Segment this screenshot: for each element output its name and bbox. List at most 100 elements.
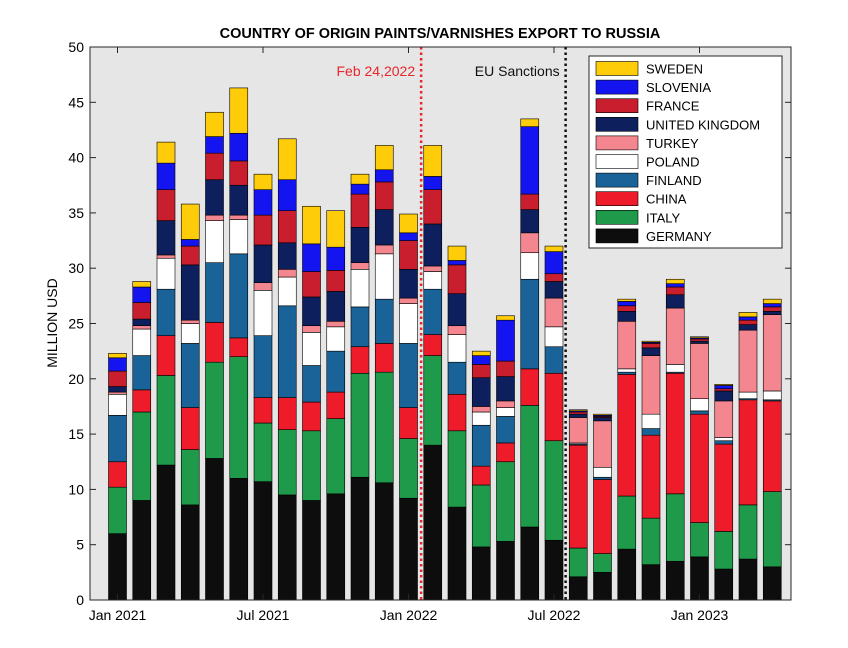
bar-segment-slovenia-2022-01 bbox=[399, 232, 418, 241]
bar-segment-united-kingdom-2021-03 bbox=[156, 220, 176, 256]
bar-segment-finland-2021-12 bbox=[374, 298, 394, 344]
bar-segment-germany-2022-03 bbox=[447, 506, 467, 601]
bar-segment-france-2021-01 bbox=[108, 370, 127, 387]
bar-segment-france-2022-05 bbox=[496, 360, 515, 377]
bar-segment-united-kingdom-2022-09 bbox=[593, 417, 612, 422]
legend: SWEDEN SLOVENIA FRANCE UNITED KINGDOM TURKEY… bbox=[588, 55, 783, 249]
bar-segment-turkey-2022-01 bbox=[399, 297, 418, 304]
bar-segment-poland-2023-01 bbox=[690, 398, 709, 412]
bar-segment-united-kingdom-2021-11 bbox=[350, 226, 370, 263]
bar-segment-poland-2022-12 bbox=[665, 364, 685, 373]
bar-segment-turkey-2021-04 bbox=[180, 319, 200, 324]
bar-segment-poland-2021-02 bbox=[132, 328, 152, 356]
bar-segment-china-2022-01 bbox=[399, 407, 418, 439]
bar-segment-united-kingdom-2023-01 bbox=[690, 340, 709, 344]
bar-segment-turkey-2021-07 bbox=[253, 282, 273, 291]
bar-segment-turkey-2021-06 bbox=[229, 214, 249, 220]
bar-segment-italy-2023-04 bbox=[762, 491, 782, 568]
bar-segment-sweden-2021-03 bbox=[156, 141, 176, 164]
bar-segment-france-2022-07 bbox=[544, 273, 564, 282]
legend-label-china: CHINA bbox=[646, 192, 687, 207]
legend-label-slovenia: SLOVENIA bbox=[646, 80, 711, 95]
bar-segment-france-2021-07 bbox=[253, 214, 273, 246]
bar-segment-poland-2022-09 bbox=[593, 466, 612, 478]
bar-segment-china-2021-12 bbox=[374, 343, 394, 373]
y-tick-label: 35 bbox=[68, 205, 84, 221]
bar-segment-italy-2022-05 bbox=[496, 461, 515, 542]
bar-segment-italy-2021-05 bbox=[205, 361, 224, 459]
bar-segment-germany-2023-03 bbox=[738, 558, 758, 601]
bar-segment-china-2021-10 bbox=[326, 391, 346, 419]
bar-segment-germany-2021-09 bbox=[302, 500, 321, 601]
bar-segment-turkey-2021-08 bbox=[277, 269, 297, 278]
bar-segment-finland-2021-06 bbox=[229, 253, 249, 339]
bar-segment-finland-2021-10 bbox=[326, 350, 346, 393]
bar-segment-italy-2021-11 bbox=[350, 372, 370, 478]
legend-swatch-slovenia bbox=[595, 79, 639, 95]
bar-segment-poland-2021-10 bbox=[326, 326, 346, 352]
bar-segment-germany-2021-04 bbox=[180, 504, 200, 601]
bar-segment-france-2022-01 bbox=[399, 240, 418, 270]
bar-segment-united-kingdom-2021-12 bbox=[374, 209, 394, 246]
bar-segment-finland-2021-07 bbox=[253, 335, 273, 398]
bar-segment-united-kingdom-2022-06 bbox=[520, 209, 540, 234]
x-tick-label: Jan 2022 bbox=[380, 607, 438, 623]
bar-segment-finland-2022-05 bbox=[496, 416, 515, 444]
bar-segment-sweden-2021-08 bbox=[277, 138, 297, 181]
bar-segment-slovenia-2022-05 bbox=[496, 319, 515, 362]
bar-segment-slovenia-2021-01 bbox=[108, 357, 127, 372]
bar-segment-finland-2022-03 bbox=[447, 361, 467, 395]
bar-segment-united-kingdom-2021-09 bbox=[302, 296, 321, 327]
bar-segment-united-kingdom-2022-07 bbox=[544, 281, 564, 299]
bar-segment-finland-2022-02 bbox=[423, 288, 443, 335]
annotations: Feb 24,2022 EU Sanctions bbox=[337, 47, 567, 600]
y-tick-label: 40 bbox=[68, 150, 84, 166]
bar-segment-sweden-2022-08 bbox=[568, 409, 588, 412]
bar-segment-turkey-2022-11 bbox=[641, 355, 661, 415]
bar-segment-poland-2022-06 bbox=[520, 252, 540, 280]
bar-segment-poland-2021-09 bbox=[302, 332, 321, 366]
bar-segment-finland-2022-01 bbox=[399, 343, 418, 408]
bar-segment-sweden-2023-02 bbox=[714, 384, 734, 386]
bar-segment-slovenia-2021-05 bbox=[205, 136, 224, 154]
bar-segment-finland-2021-11 bbox=[350, 306, 370, 348]
bar-segment-slovenia-2021-02 bbox=[132, 286, 152, 303]
bar-segment-china-2021-05 bbox=[205, 322, 224, 363]
bar-segment-germany-2021-10 bbox=[326, 493, 346, 601]
bar-segment-united-kingdom-2023-04 bbox=[762, 311, 782, 315]
bar-segment-poland-2022-07 bbox=[544, 326, 564, 348]
bar-segment-italy-2023-03 bbox=[738, 504, 758, 560]
bar-segment-sweden-2021-10 bbox=[326, 210, 346, 248]
bar-segment-italy-2021-09 bbox=[302, 430, 321, 501]
bar-segment-italy-2022-07 bbox=[544, 440, 564, 541]
bar-segment-italy-2022-11 bbox=[641, 517, 661, 565]
bar-segment-sweden-2021-04 bbox=[180, 203, 200, 240]
bar-segment-france-2021-03 bbox=[156, 189, 176, 221]
bar-segment-poland-2021-01 bbox=[108, 393, 127, 416]
x-tick-label: Jan 2023 bbox=[671, 607, 729, 623]
bar-segment-china-2022-03 bbox=[447, 393, 467, 432]
legend-swatch-france bbox=[595, 98, 639, 113]
bar-segment-sweden-2022-10 bbox=[617, 298, 637, 302]
bar-segment-italy-2022-01 bbox=[399, 438, 418, 499]
bar-segment-france-2021-06 bbox=[229, 160, 249, 186]
bar-segment-china-2021-01 bbox=[108, 461, 127, 488]
bar-segment-finland-2023-01 bbox=[690, 410, 709, 415]
bar-segment-germany-2022-05 bbox=[496, 541, 515, 601]
y-tick-label: 10 bbox=[68, 481, 84, 497]
bar-segment-italy-2022-12 bbox=[665, 493, 685, 562]
bar-segment-finland-2022-09 bbox=[593, 476, 612, 480]
bar-segment-poland-2022-03 bbox=[447, 334, 467, 363]
bar-segment-slovenia-2021-11 bbox=[350, 183, 370, 195]
bar-segment-turkey-2021-01 bbox=[108, 391, 127, 395]
bar-segment-italy-2022-04 bbox=[471, 484, 491, 548]
bar-segment-united-kingdom-2023-03 bbox=[738, 324, 758, 331]
bar-segment-turkey-2022-03 bbox=[447, 325, 467, 335]
bar-segment-italy-2023-01 bbox=[690, 522, 709, 558]
y-axis: 0 5 10 15 20 25 30 35 40 45 50 bbox=[68, 39, 791, 608]
bar-segment-italy-2021-08 bbox=[277, 429, 297, 496]
bar-segment-poland-2023-03 bbox=[738, 391, 758, 400]
bar-segment-italy-2023-02 bbox=[714, 531, 734, 570]
bar-segment-united-kingdom-2021-04 bbox=[180, 264, 200, 321]
